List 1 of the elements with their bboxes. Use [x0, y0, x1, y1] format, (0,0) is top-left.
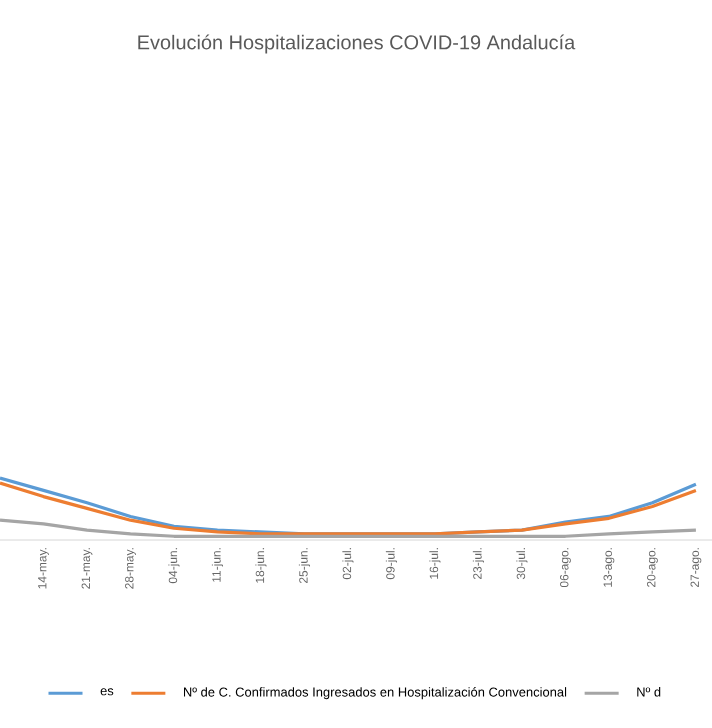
chart-title: Evolución Hospitalizaciones COVID-19 Andalucía: [138, 34, 576, 54]
